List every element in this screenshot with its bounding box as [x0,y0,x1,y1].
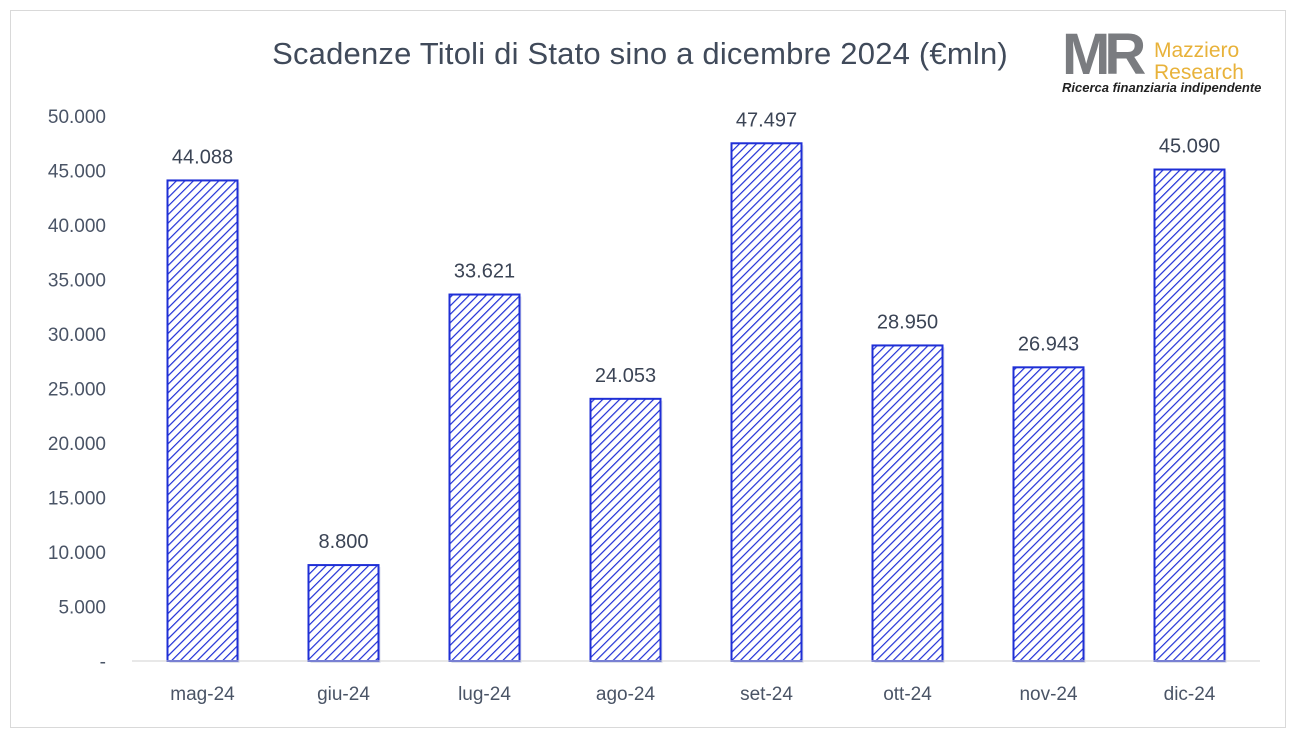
y-tick-label: 20.000 [48,434,106,455]
data-label: 47.497 [736,109,797,131]
bars [166,142,1227,664]
y-tick-label: 50.000 [48,107,106,128]
x-tick-label: mag-24 [170,684,235,705]
x-tick-label: dic-24 [1164,684,1216,705]
logo-name-line1: Mazziero [1154,39,1240,62]
chart-title: Scadenze Titoli di Stato sino a dicembre… [272,36,1008,71]
bar-lug-24 [448,293,521,662]
logo-name: Mazziero Research [1154,40,1244,84]
x-tick-label: ott-24 [883,684,932,705]
bar-giu-24 [307,564,380,663]
y-tick-label: 30.000 [48,325,106,346]
x-tick-label: ago-24 [596,684,656,705]
logo: MR Mazziero Research Ricerca finanziaria… [1062,26,1282,98]
logo-name-line2: Research [1154,61,1244,84]
y-tick-label: 15.000 [48,489,106,510]
bar-ago-24 [589,397,662,662]
bar-ott-24 [871,344,944,662]
data-label: 45.090 [1159,136,1220,158]
y-tick-label: 10.000 [48,543,106,564]
bar-set-24 [730,142,803,662]
x-axis: mag-24 giu-24 lug-24 ago-24 set-24 ott-24 nov-… [170,684,1216,705]
bar-dic-24 [1153,168,1226,662]
bar-mag-24 [166,179,239,662]
x-tick-label: lug-24 [458,684,511,705]
y-tick-label: 45.000 [48,162,106,183]
data-label: 8.800 [318,531,368,553]
data-label: 44.088 [172,146,233,168]
data-labels: 44.088 8.800 33.621 24.053 47.497 28.950 26.94… [172,109,1220,553]
y-tick-label: 40.000 [48,216,106,237]
y-axis: - 5.000 10.000 15.000 20.000 25.000 30.000 35.0… [48,107,106,673]
logo-mark: MR [1062,22,1146,87]
bar-nov-24 [1012,366,1085,662]
y-tick-label: 35.000 [48,271,106,292]
y-tick-label: - [100,652,106,673]
y-tick-label: 25.000 [48,380,106,401]
x-tick-label: set-24 [740,684,793,705]
data-label: 24.053 [595,365,656,387]
data-label: 33.621 [454,261,515,283]
data-label: 26.943 [1018,333,1079,355]
y-tick-label: 5.000 [58,598,106,619]
logo-tagline: Ricerca finanziaria indipendente [1062,80,1262,95]
x-tick-label: giu-24 [317,684,370,705]
x-tick-label: nov-24 [1019,684,1078,705]
data-label: 28.950 [877,311,938,333]
